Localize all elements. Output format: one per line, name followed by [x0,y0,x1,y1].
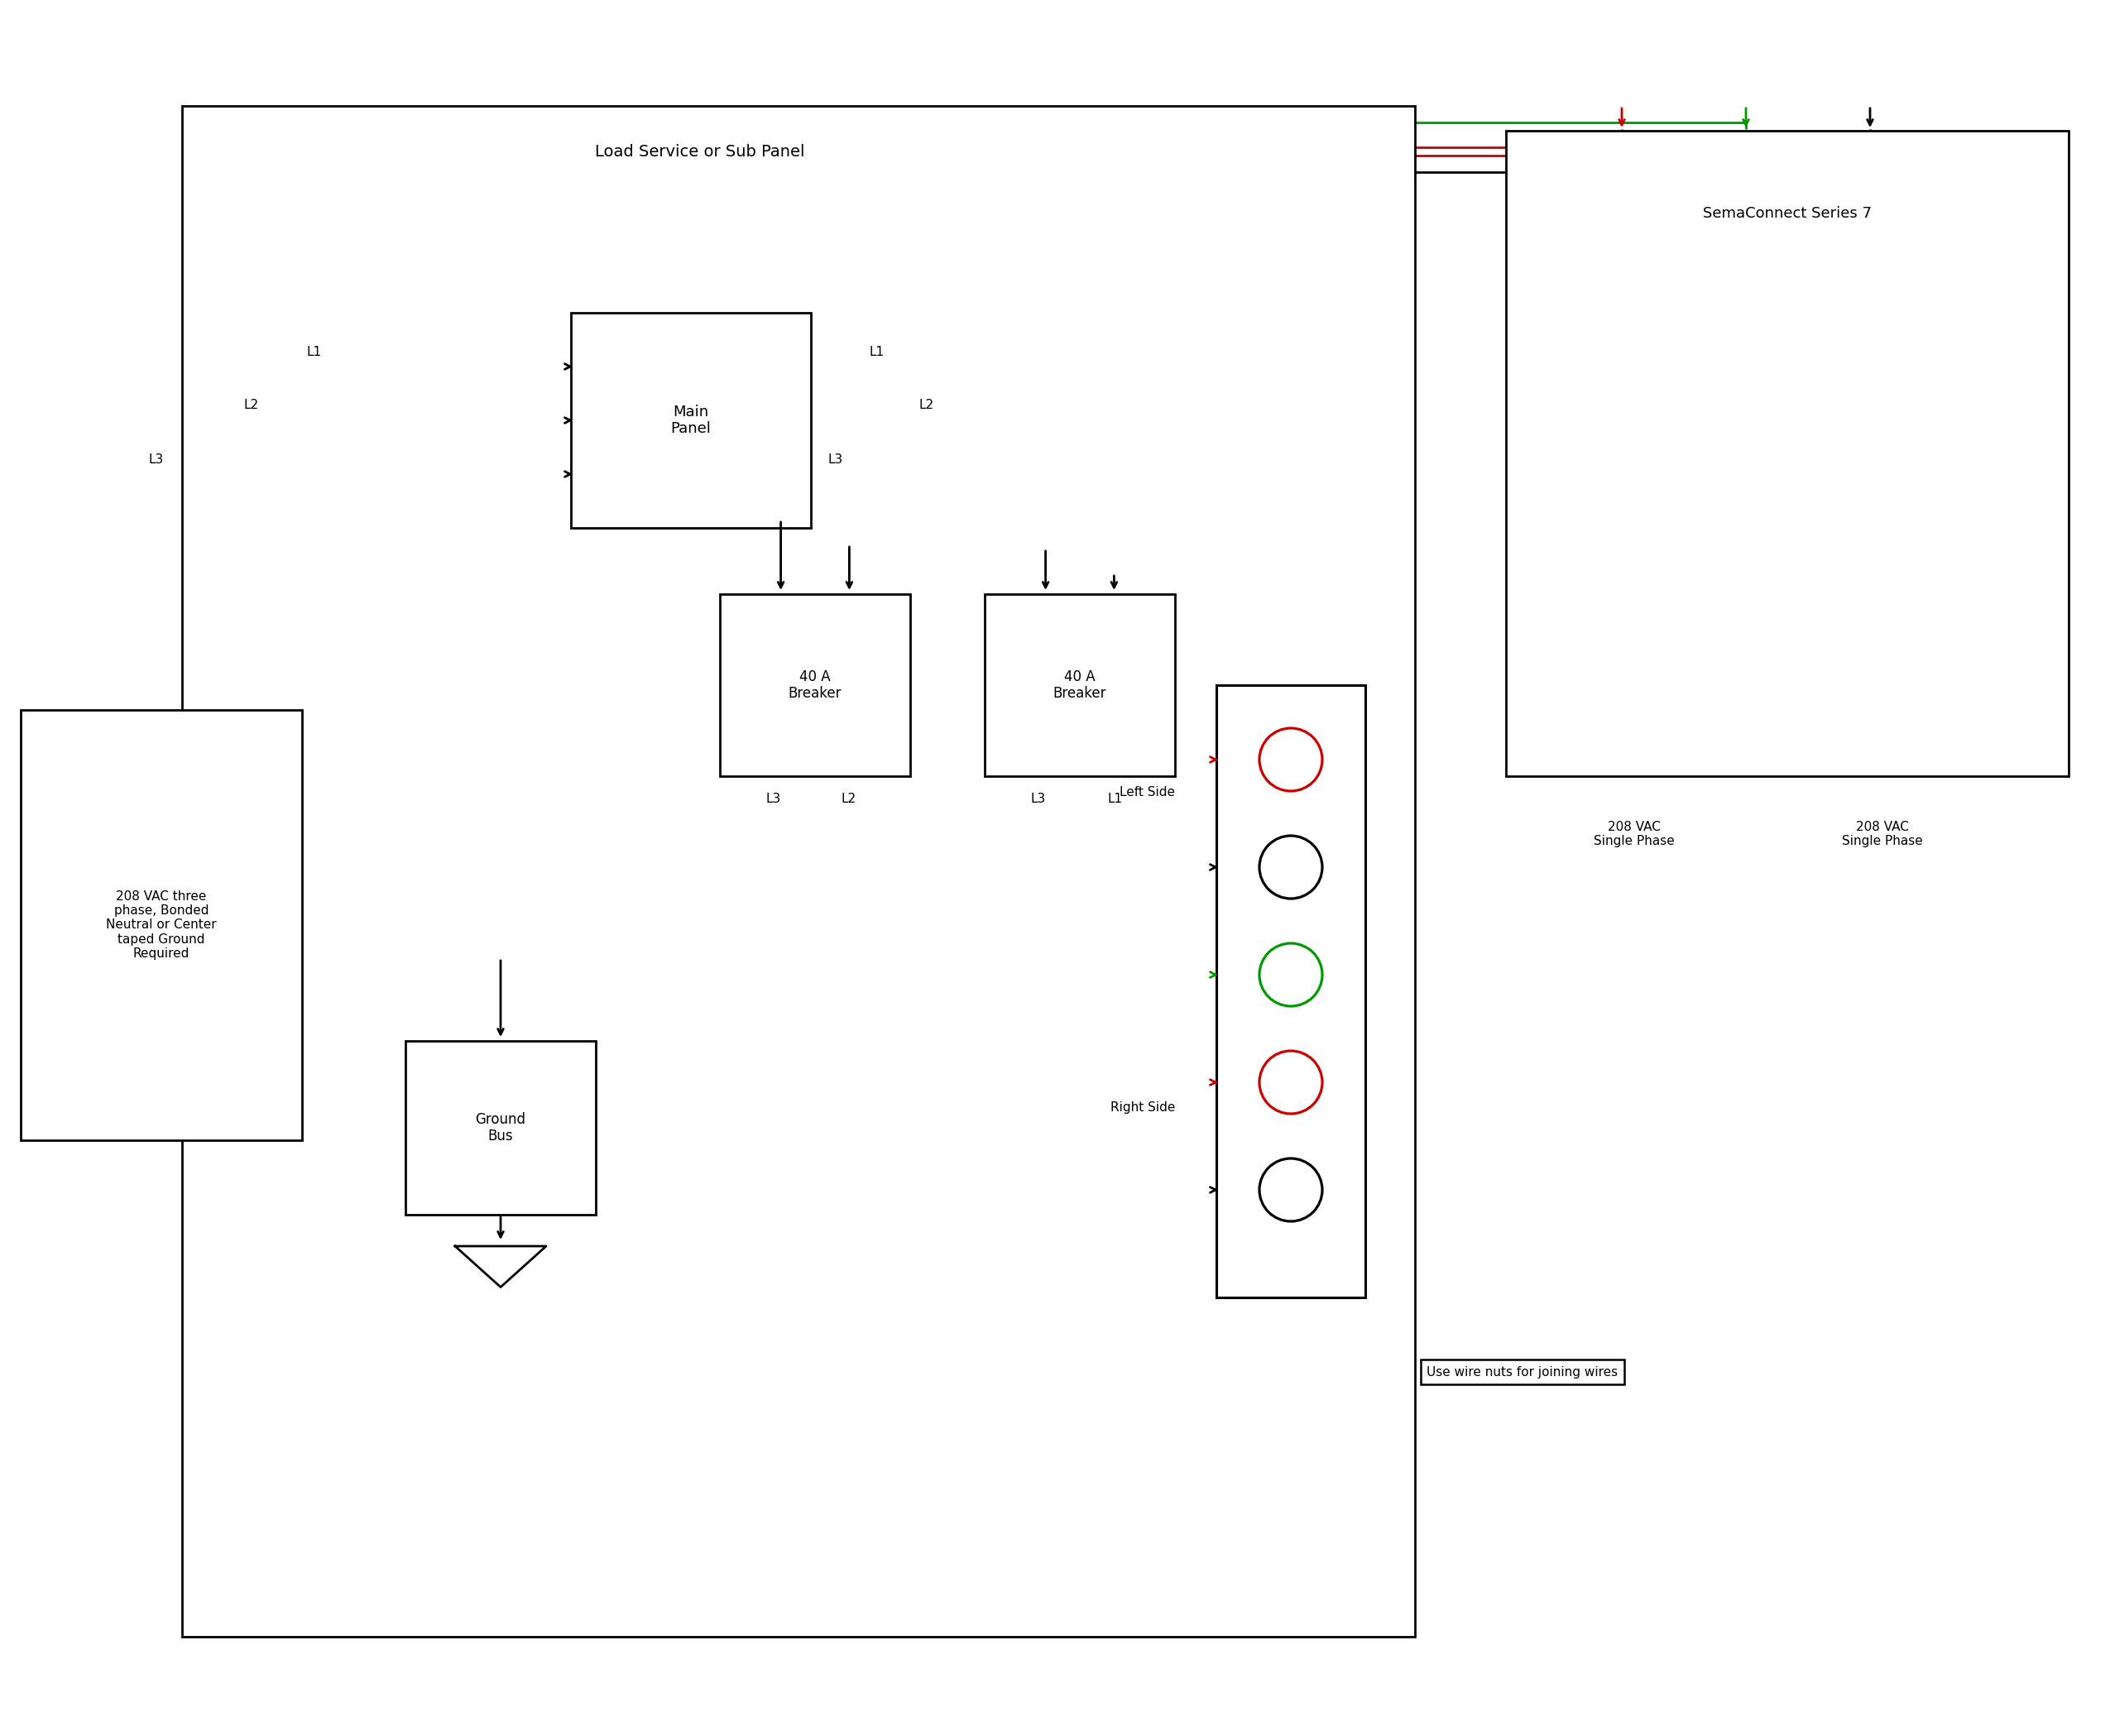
Circle shape [1260,835,1323,899]
Text: L2: L2 [245,399,260,411]
Bar [181,106,1416,1637]
Bar [1215,686,1365,1297]
Circle shape [1260,1050,1323,1115]
Text: L1: L1 [1108,793,1123,806]
Text: L1: L1 [869,345,884,358]
Text: 208 VAC
Single Phase: 208 VAC Single Phase [1593,821,1675,847]
Bar [985,594,1175,776]
Text: L3: L3 [827,453,842,465]
Text: 208 VAC three
phase, Bonded
Neutral or Center
taped Ground
Required: 208 VAC three phase, Bonded Neutral or C… [106,891,217,960]
Text: Ground
Bus: Ground Bus [475,1111,525,1144]
Bar [572,312,810,528]
Text: L2: L2 [842,793,857,806]
Text: 40 A
Breaker: 40 A Breaker [789,668,842,701]
Text: L3: L3 [1030,793,1047,806]
Text: L3: L3 [766,793,781,806]
Text: 208 VAC
Single Phase: 208 VAC Single Phase [1842,821,1922,847]
Circle shape [1260,727,1323,792]
Text: Use wire nuts for joining wires: Use wire nuts for joining wires [1426,1366,1618,1378]
Bar [21,710,302,1141]
Bar [405,1042,595,1215]
Text: SemaConnect Series 7: SemaConnect Series 7 [1703,207,1872,220]
Text: L2: L2 [918,399,933,411]
Text: Left Side: Left Side [1120,786,1175,799]
Text: Main
Panel: Main Panel [671,404,711,436]
Bar [1507,130,2068,776]
Text: L1: L1 [306,345,321,358]
Circle shape [1260,1158,1323,1222]
Text: L3: L3 [150,453,165,465]
Bar [720,594,909,776]
Text: Right Side: Right Side [1110,1101,1175,1113]
Text: Load Service or Sub Panel: Load Service or Sub Panel [595,144,804,160]
Circle shape [1260,943,1323,1007]
Text: 40 A
Breaker: 40 A Breaker [1053,668,1106,701]
